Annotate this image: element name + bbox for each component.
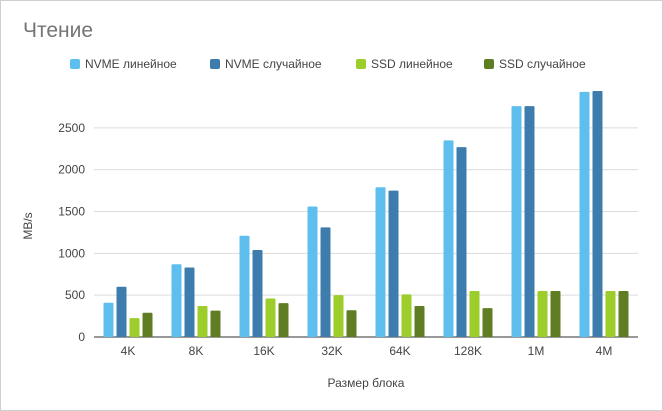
- bar: [210, 310, 221, 337]
- bar: [537, 290, 548, 337]
- bar: [401, 294, 412, 337]
- bar: [103, 302, 114, 337]
- bar: [171, 264, 182, 337]
- bar: [307, 206, 318, 337]
- x-tick-label: 128K: [454, 344, 482, 358]
- bar: [388, 190, 399, 337]
- bar: [252, 249, 263, 337]
- bar: [278, 303, 289, 337]
- x-tick-label: 16K: [253, 344, 274, 358]
- x-tick-label: 64K: [389, 344, 410, 358]
- bar: [320, 227, 331, 337]
- bar: [116, 286, 127, 337]
- bar: [197, 306, 208, 337]
- legend-label-ssd-random: SSD случайное: [499, 57, 586, 71]
- x-tick-label: 4K: [121, 344, 136, 358]
- bar: [375, 187, 386, 337]
- bar: [333, 295, 344, 337]
- chart-legend: NVME линейное NVME случайное SSD линейно…: [0, 56, 663, 72]
- x-axis-label: Размер блока: [328, 376, 405, 390]
- bar: [469, 290, 480, 337]
- bar: [511, 106, 522, 337]
- bar: [443, 140, 454, 337]
- x-tick-label: 32K: [321, 344, 342, 358]
- bar: [129, 318, 140, 337]
- bar: [482, 308, 493, 337]
- y-tick-label: 1000: [58, 246, 85, 260]
- y-tick-label: 2000: [58, 163, 85, 177]
- bar: [239, 235, 250, 337]
- y-tick-label: 2500: [58, 121, 85, 135]
- bar: [605, 290, 616, 337]
- y-tick-label: 500: [65, 288, 85, 302]
- y-tick-label: 0: [78, 330, 85, 344]
- bar: [414, 306, 425, 337]
- legend-swatch-ssd-random: [484, 59, 494, 69]
- legend-label-nvme-random: NVME случайное: [225, 57, 322, 71]
- bar: [592, 91, 603, 338]
- bar: [265, 298, 276, 337]
- bar: [346, 310, 357, 337]
- bar: [524, 106, 535, 337]
- bar: [618, 290, 629, 337]
- bar: [550, 290, 561, 337]
- x-tick-label: 4M: [596, 344, 613, 358]
- legend-label-nvme-linear: NVME линейное: [85, 57, 177, 71]
- bar: [184, 267, 195, 337]
- bar: [456, 147, 467, 337]
- chart-title: Чтение: [23, 19, 94, 42]
- y-axis-label: MB/s: [21, 212, 35, 239]
- legend-swatch-nvme-linear: [70, 59, 80, 69]
- y-tick-label: 1500: [58, 205, 85, 219]
- legend-swatch-nvme-random: [210, 59, 220, 69]
- legend-label-ssd-linear: SSD линейное: [371, 57, 453, 71]
- legend-swatch-ssd-linear: [356, 59, 366, 69]
- bar: [142, 312, 153, 337]
- x-tick-label: 1M: [528, 344, 545, 358]
- x-tick-label: 8K: [189, 344, 204, 358]
- bar: [579, 91, 590, 338]
